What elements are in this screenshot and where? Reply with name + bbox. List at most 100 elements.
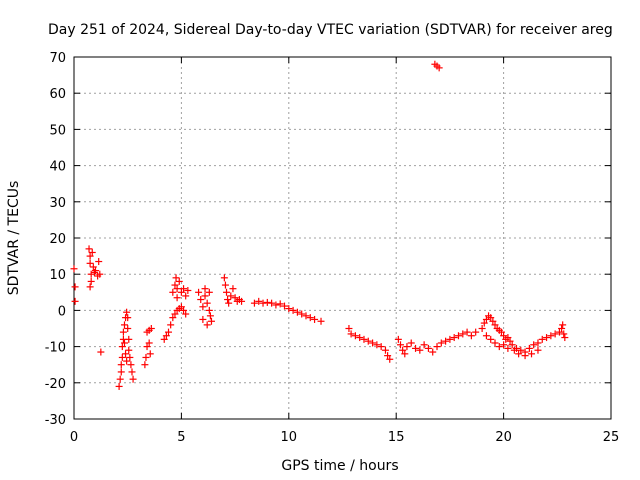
data-point bbox=[117, 361, 125, 369]
data-point bbox=[525, 344, 533, 352]
data-point bbox=[220, 274, 228, 282]
y-tick-label: 60 bbox=[49, 87, 66, 102]
data-point bbox=[401, 350, 409, 358]
data-point bbox=[534, 339, 542, 347]
data-point bbox=[517, 346, 525, 354]
data-point bbox=[394, 335, 402, 343]
data-point bbox=[364, 337, 372, 345]
data-point bbox=[167, 321, 175, 329]
data-point bbox=[289, 306, 297, 314]
data-point bbox=[281, 302, 289, 310]
data-point bbox=[125, 346, 133, 354]
data-point bbox=[206, 312, 214, 320]
y-tick-label: 0 bbox=[58, 304, 66, 319]
data-point bbox=[559, 321, 567, 329]
data-point bbox=[386, 355, 394, 363]
y-tick-label: -20 bbox=[45, 377, 66, 392]
data-point bbox=[420, 341, 428, 349]
data-point bbox=[504, 344, 512, 352]
data-point bbox=[495, 343, 503, 351]
data-point bbox=[500, 341, 508, 349]
data-point bbox=[446, 335, 454, 343]
data-point bbox=[115, 382, 123, 390]
data-point bbox=[487, 314, 495, 322]
data-point bbox=[169, 314, 177, 322]
data-point bbox=[521, 352, 529, 360]
grid-lines bbox=[74, 57, 611, 419]
data-point bbox=[175, 277, 183, 285]
data-point bbox=[165, 328, 173, 336]
data-point bbox=[171, 310, 179, 318]
data-point bbox=[128, 368, 136, 376]
data-point bbox=[377, 343, 385, 351]
data-point bbox=[205, 306, 213, 314]
data-point bbox=[381, 346, 389, 354]
data-point bbox=[145, 339, 153, 347]
data-point bbox=[255, 297, 263, 305]
data-point bbox=[472, 328, 480, 336]
data-point bbox=[224, 296, 232, 304]
data-point bbox=[117, 368, 125, 376]
x-tick-label: 0 bbox=[70, 430, 78, 445]
data-point bbox=[195, 288, 203, 296]
data-point bbox=[116, 375, 124, 383]
data-point bbox=[91, 267, 99, 275]
data-point bbox=[306, 314, 314, 322]
y-tick-label: 50 bbox=[49, 123, 66, 138]
data-point bbox=[162, 332, 170, 340]
x-tick-labels: 0 5 10 15 20 25 bbox=[70, 430, 619, 445]
data-point bbox=[70, 265, 78, 273]
data-point bbox=[534, 346, 542, 354]
data-point bbox=[396, 341, 404, 349]
data-point bbox=[311, 315, 319, 323]
data-point bbox=[480, 319, 488, 327]
data-point bbox=[515, 350, 523, 358]
data-point bbox=[88, 248, 96, 256]
data-point bbox=[201, 285, 209, 293]
data-point bbox=[347, 330, 355, 338]
data-point bbox=[127, 361, 135, 369]
data-point bbox=[482, 332, 490, 340]
data-point bbox=[250, 299, 258, 307]
data-point bbox=[268, 299, 276, 307]
data-point bbox=[141, 361, 149, 369]
data-point bbox=[89, 263, 97, 271]
data-point bbox=[225, 299, 233, 307]
data-point bbox=[463, 328, 471, 336]
data-point bbox=[86, 283, 94, 291]
data-point bbox=[293, 308, 301, 316]
y-tick-label: -10 bbox=[45, 341, 66, 356]
data-point bbox=[351, 332, 359, 340]
data-point bbox=[169, 288, 177, 296]
data-point bbox=[120, 339, 128, 347]
data-point bbox=[118, 343, 126, 351]
data-point bbox=[424, 344, 432, 352]
data-point bbox=[272, 301, 280, 309]
data-point bbox=[360, 335, 368, 343]
data-point bbox=[197, 296, 205, 304]
data-point bbox=[487, 335, 495, 343]
data-point bbox=[547, 332, 555, 340]
data-point bbox=[95, 258, 103, 266]
data-point bbox=[177, 288, 185, 296]
data-point bbox=[478, 325, 486, 332]
data-point bbox=[345, 325, 353, 332]
data-point bbox=[123, 308, 131, 316]
data-point bbox=[184, 286, 192, 294]
data-point bbox=[71, 297, 79, 305]
data-point bbox=[238, 297, 246, 305]
data-point bbox=[510, 346, 518, 354]
data-point bbox=[530, 341, 538, 349]
data-point bbox=[147, 325, 155, 332]
data-point bbox=[560, 330, 568, 338]
data-point bbox=[459, 330, 467, 338]
data-point bbox=[384, 352, 392, 360]
data-point bbox=[203, 321, 211, 329]
data-point bbox=[173, 285, 181, 293]
data-point bbox=[203, 299, 211, 307]
data-point bbox=[182, 310, 190, 318]
data-point bbox=[416, 346, 424, 354]
data-point bbox=[227, 292, 235, 300]
